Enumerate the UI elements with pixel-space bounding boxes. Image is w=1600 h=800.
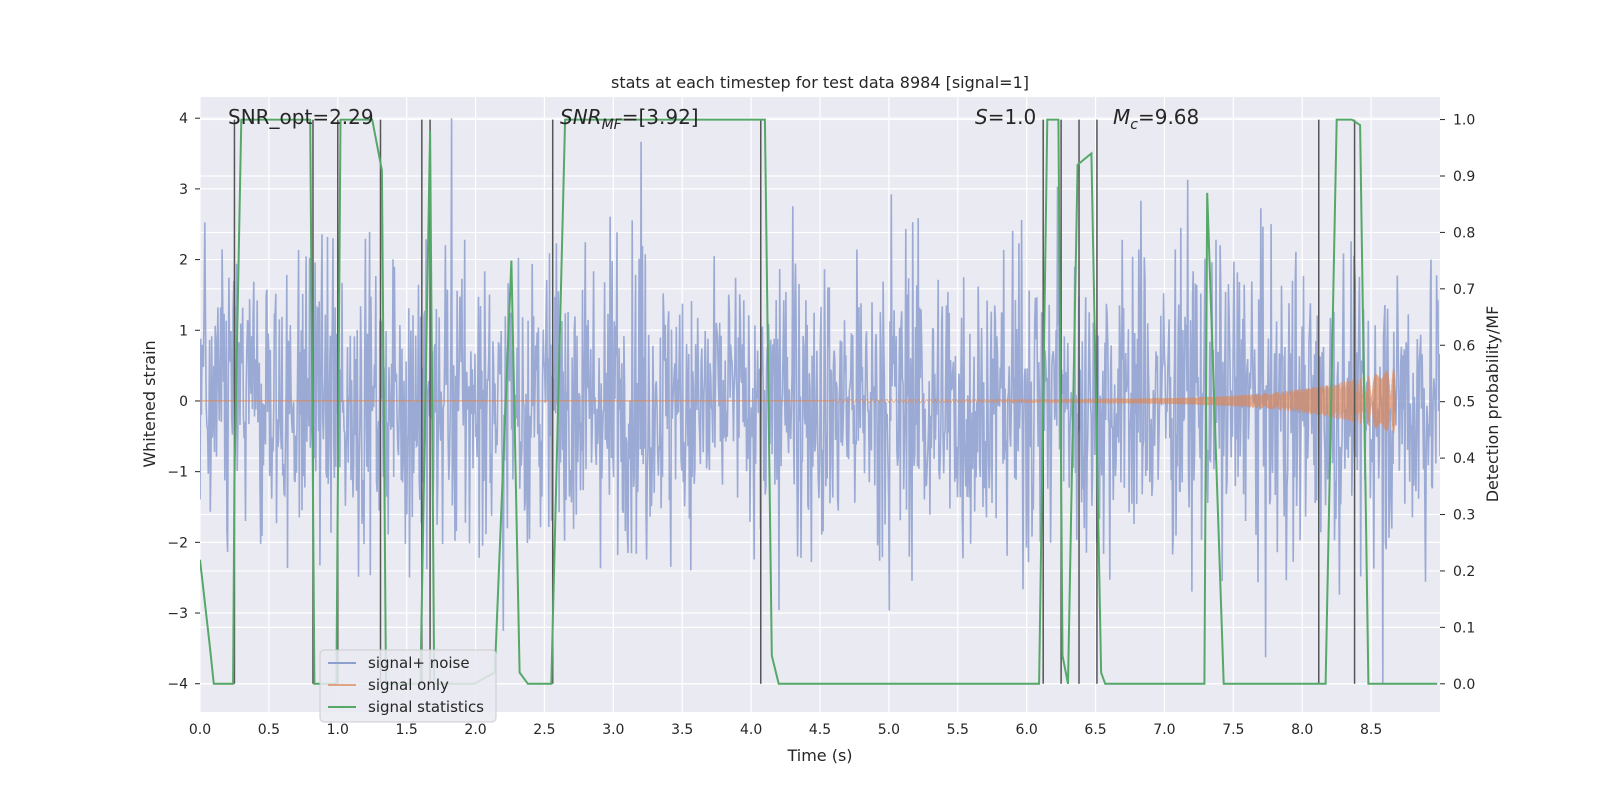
x-tick-label: 3.0: [602, 722, 624, 738]
x-tick-label: 7.0: [1153, 722, 1175, 738]
x-tick-label: 2.5: [533, 722, 555, 738]
x-tick-label: 6.0: [1016, 722, 1038, 738]
legend-label-signal-statistics: signal statistics: [368, 698, 484, 716]
legend: signal+ noise signal only signal statist…: [319, 649, 497, 723]
x-tick-label: 8.0: [1291, 722, 1313, 738]
annotation-snr-opt: SNR_opt=2.29: [228, 105, 374, 129]
legend-box: [319, 649, 497, 723]
y-right-tick-label: 0.2: [1453, 564, 1475, 580]
y-right-tick-label: 1.0: [1453, 113, 1475, 129]
series-signal-noise: [200, 118, 1440, 684]
y-right-tick-label: 0.3: [1453, 508, 1475, 524]
x-tick-label: 2.0: [464, 722, 486, 738]
chart-title: stats at each timestep for test data 898…: [611, 73, 1029, 92]
y-right-tick-label: 0.1: [1453, 620, 1475, 636]
legend-label-signal-noise: signal+ noise: [368, 654, 470, 672]
y-left-tick-label: 3: [179, 182, 188, 198]
annotation-mc: Mc=9.68: [1113, 105, 1199, 133]
y-right-tick-label: 0.7: [1453, 282, 1475, 298]
y-left-tick-label: −3: [167, 606, 188, 622]
x-tick-label: 6.5: [1084, 722, 1106, 738]
x-tick-label: 1.0: [327, 722, 349, 738]
y-left-tick-label: −4: [167, 677, 188, 693]
x-tick-label: 0.0: [189, 722, 211, 738]
y-left-tick-labels: 4 3 2 1 0 −1 −2 −3 −4: [167, 111, 200, 693]
legend-label-signal-only: signal only: [368, 676, 449, 694]
y-left-tick-label: 1: [179, 323, 188, 339]
y-left-tick-label: 0: [179, 394, 188, 410]
y-left-tick-label: 4: [179, 111, 188, 127]
y-left-tick-label: −2: [167, 535, 188, 551]
x-axis-label: Time (s): [786, 746, 852, 765]
x-tick-label: 4.5: [809, 722, 831, 738]
y-left-tick-label: −1: [167, 465, 188, 481]
signal-noise-line: [200, 118, 1440, 684]
x-tick-label: 3.5: [671, 722, 693, 738]
x-tick-label: 7.5: [1222, 722, 1244, 738]
y-right-tick-label: 0.9: [1453, 169, 1475, 185]
y-axis-label-right: Detection probability/MF: [1483, 306, 1502, 503]
y-right-tick-label: 0.8: [1453, 225, 1475, 241]
y-right-tick-labels: 1.0 0.9 0.8 0.7 0.6 0.5 0.4 0.3 0.2 0.1 0.0: [1440, 113, 1475, 693]
signal-statistics-line: [200, 118, 1438, 685]
y-left-tick-label: 2: [179, 253, 188, 269]
x-tick-label: 8.5: [1360, 722, 1382, 738]
y-right-tick-label: 0.0: [1453, 677, 1475, 693]
x-tick-labels: 0.0 0.5 1.0 1.5 2.0 2.5 3.0 3.5 4.0 4.5 5.0 5.5 6.0 6…: [189, 722, 1382, 738]
annotation-snr-mf: SNRMF=[3.92]: [560, 105, 699, 133]
x-tick-label: 5.0: [878, 722, 900, 738]
annotation-s: S=1.0: [975, 105, 1036, 129]
y-right-tick-label: 0.6: [1453, 338, 1475, 354]
series-signal-only: [200, 368, 1397, 434]
y-right-tick-label: 0.5: [1453, 395, 1475, 411]
y-right-tick-label: 0.4: [1453, 451, 1475, 467]
signal-only-line: [833, 368, 1397, 434]
x-tick-label: 5.5: [947, 722, 969, 738]
series-signal-statistics: [200, 118, 1438, 685]
x-tick-label: 0.5: [258, 722, 280, 738]
x-tick-label: 4.0: [740, 722, 762, 738]
y-axis-label-left: Whitened strain: [140, 340, 159, 467]
x-tick-label: 1.5: [396, 722, 418, 738]
